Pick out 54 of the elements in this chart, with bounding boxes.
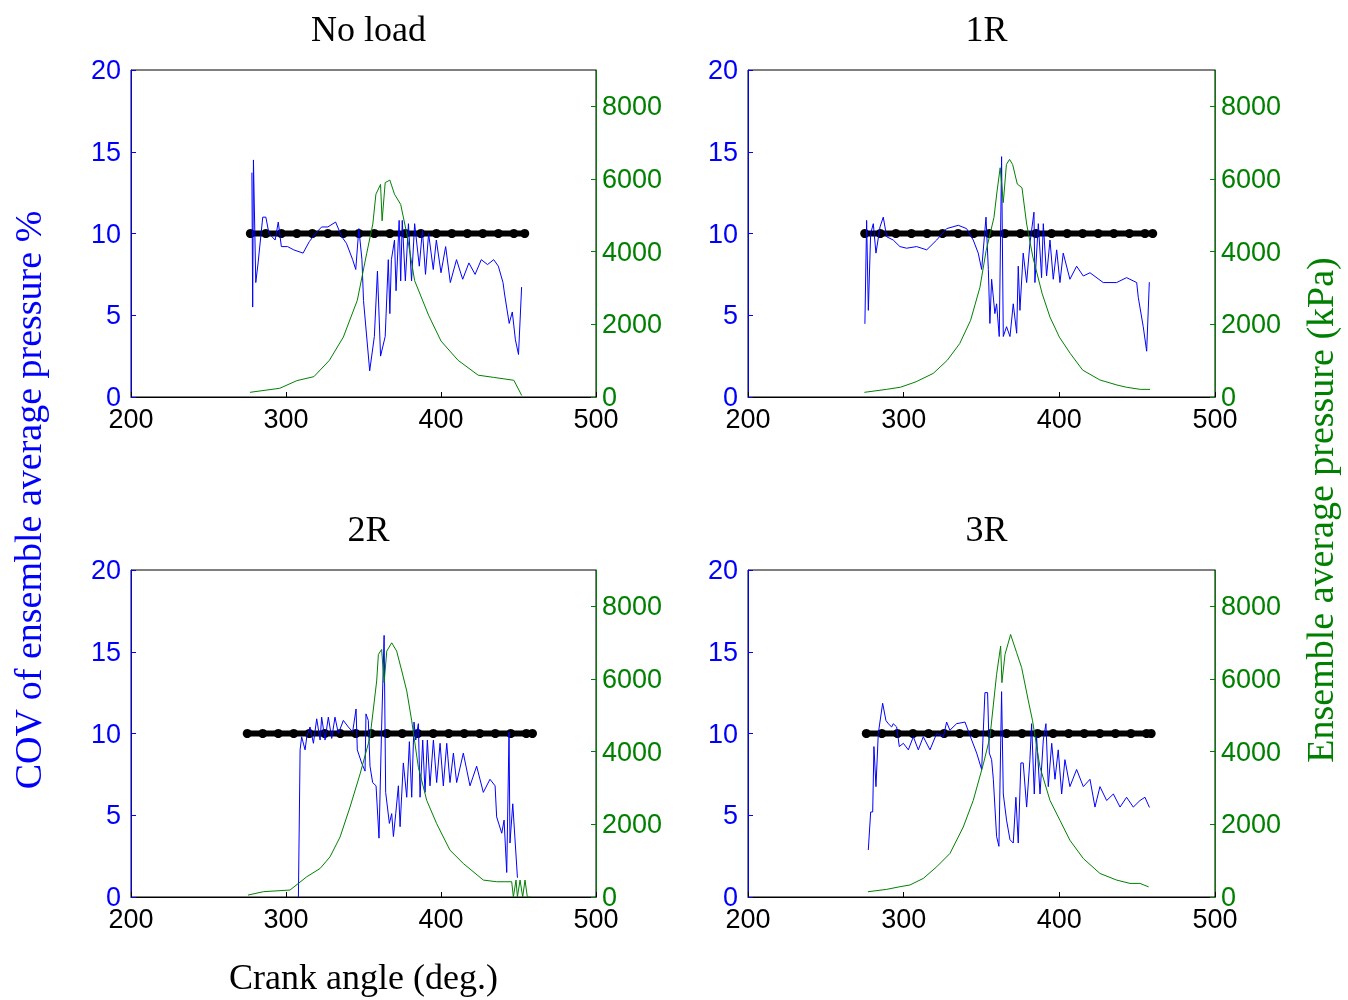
chart-title: 3R <box>965 509 1008 549</box>
y2-tick-label: 6000 <box>1221 164 1282 194</box>
y2-tick-label: 6000 <box>1221 664 1282 694</box>
y-tick-label: 10 <box>90 218 121 249</box>
y2-tick-label: 2000 <box>602 309 663 340</box>
y-tick-label: 5 <box>105 800 121 831</box>
x-tick-label: 400 <box>1036 403 1082 434</box>
y2-tick-label: 2000 <box>602 809 663 840</box>
y-tick-label: 10 <box>707 718 738 749</box>
y2-tick-label: 4000 <box>1221 236 1282 267</box>
y-tick-label: 5 <box>105 300 121 331</box>
y-tick-label: 20 <box>90 555 121 585</box>
chart-title: 1R <box>965 9 1008 49</box>
line-series <box>249 179 523 396</box>
y-tick-label: 20 <box>90 55 121 85</box>
line-series <box>867 691 1150 851</box>
y-tick-label: 20 <box>707 555 738 585</box>
x-tick-label: 300 <box>881 903 927 934</box>
y2-tick-label: 8000 <box>1221 91 1282 122</box>
y-tick-label: 15 <box>90 636 121 667</box>
y2-tick-label: 4000 <box>1221 736 1282 767</box>
line-series <box>864 158 1151 393</box>
y2-axis-title: Ensemble average pressure (kPa) <box>1298 256 1342 765</box>
y2-tick-label: 6000 <box>602 664 663 694</box>
x-tick-label: 400 <box>418 403 464 434</box>
x-tick-label: 300 <box>263 903 309 934</box>
y2-tick-label: 4000 <box>602 736 663 767</box>
chart-title: No load <box>311 9 426 49</box>
x-tick-label: 400 <box>1036 903 1082 934</box>
x-tick-label: 400 <box>418 903 464 934</box>
y-tick-label: 10 <box>707 218 738 249</box>
y2-tick-label: 8000 <box>602 91 663 122</box>
line-series <box>297 634 518 898</box>
y-tick-label: 5 <box>722 300 738 331</box>
x-axis-title: Crank angle (deg.) <box>229 957 498 997</box>
y-tick-label: 20 <box>707 55 738 85</box>
y-tick-label: 15 <box>707 636 738 667</box>
y2-tick-label: 8000 <box>1221 591 1282 622</box>
y2-tick-label: 2000 <box>1221 809 1282 840</box>
y2-tick-label: 4000 <box>602 236 663 267</box>
y2-tick-label: 8000 <box>602 591 663 622</box>
x-tick-label: 300 <box>881 403 927 434</box>
x-tick-label: 300 <box>263 403 309 434</box>
y-axis-title: COV of ensemble average pressure % <box>6 209 50 792</box>
y-tick-label: 5 <box>722 800 738 831</box>
y-tick-label: 10 <box>90 718 121 749</box>
y-tick-label: 15 <box>707 136 738 167</box>
y2-tick-label: 2000 <box>1221 309 1282 340</box>
y2-tick-label: 6000 <box>602 164 663 194</box>
line-series <box>251 159 523 372</box>
chart-title: 2R <box>347 509 390 549</box>
y-tick-label: 15 <box>90 136 121 167</box>
line-series <box>867 634 1149 893</box>
line-series <box>247 642 531 898</box>
